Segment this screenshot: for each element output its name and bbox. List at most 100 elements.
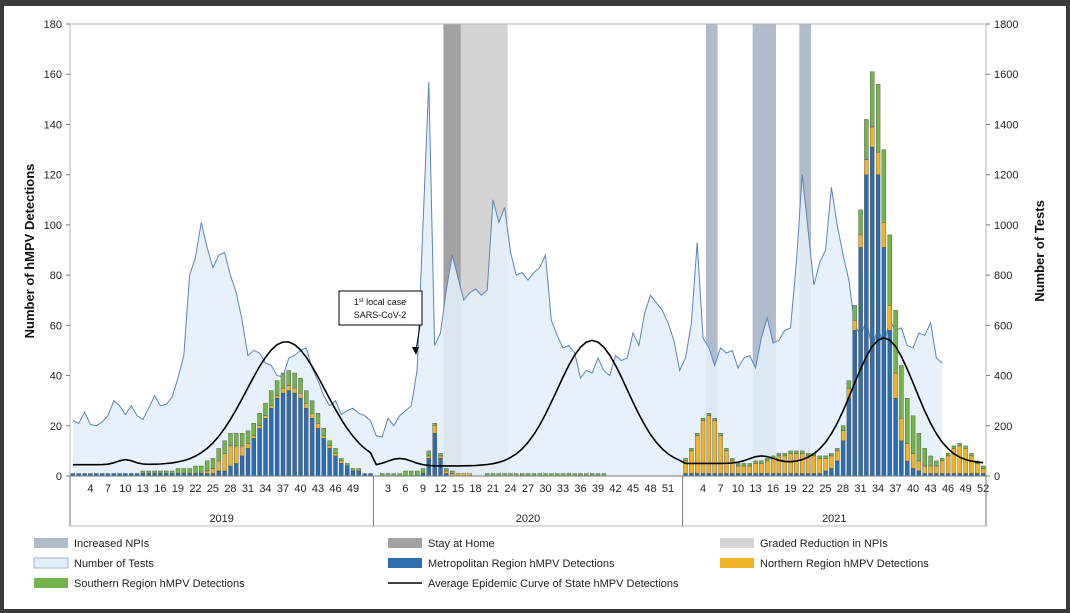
bar-south-116 (747, 463, 752, 467)
bar-south-131 (835, 448, 840, 452)
bar-south-38 (292, 372, 297, 389)
bar-south-65 (450, 470, 455, 474)
x-tick-2021-13: 43 (924, 483, 936, 495)
bar-metro-137 (870, 146, 875, 477)
bar-north-63 (438, 455, 443, 459)
bar-south-60 (420, 468, 426, 474)
bar-north-33 (263, 415, 268, 419)
bar-metro-144 (910, 468, 916, 477)
bar-north-34 (269, 405, 274, 409)
x-tick-2019-13: 43 (312, 483, 324, 495)
year-label-2021: 2021 (822, 513, 846, 525)
bar-metro-37 (286, 390, 291, 477)
bar-north-146 (922, 465, 927, 474)
bar-metro-44 (327, 448, 332, 477)
x-tick-2019-8: 28 (224, 483, 236, 495)
bar-metro-49 (356, 470, 361, 477)
x-tick-2021-1: 7 (717, 483, 723, 495)
bar-south-39 (298, 377, 303, 394)
bar-north-111 (718, 435, 723, 474)
bar-north-108 (700, 420, 706, 474)
bar-south-19 (181, 468, 186, 474)
bar-south-49 (356, 468, 361, 472)
bar-south-24 (210, 458, 216, 469)
callout-arrow-line (415, 324, 421, 352)
bar-north-42 (315, 423, 321, 429)
bar-south-27 (228, 433, 233, 447)
bar-south-109 (706, 413, 712, 416)
bar-south-140 (887, 234, 892, 306)
bar-south-107 (695, 433, 700, 436)
bar-metro-30 (245, 448, 251, 477)
bar-north-25 (216, 460, 221, 472)
bar-north-142 (899, 418, 904, 441)
bar-south-29 (239, 433, 245, 447)
x-tick-2020-5: 18 (469, 483, 481, 495)
bar-south-108 (700, 418, 706, 421)
x-tick-2020-2: 9 (420, 483, 426, 495)
bar-south-143 (905, 398, 910, 444)
average-curve-legend-label: Average Epidemic Curve of State hMPV Det… (428, 578, 679, 590)
bar-north-30 (245, 443, 251, 449)
callout-line-1: 1st local case (354, 297, 406, 307)
bar-south-149 (940, 458, 945, 462)
bar-north-106 (689, 450, 694, 474)
hmpv-chart: 0204060801001201401601800200400600800100… (22, 19, 1047, 590)
bar-south-46 (339, 458, 344, 462)
bar-north-144 (910, 453, 916, 469)
bar-south-62 (432, 423, 437, 426)
bar-metro-38 (292, 392, 297, 477)
number-of-tests-legend-swatch (33, 557, 69, 569)
bar-south-28 (234, 433, 239, 447)
bar-metro-28 (234, 463, 239, 477)
bar-north-138 (875, 151, 881, 175)
y-left-tick-1: 20 (50, 421, 62, 433)
y-left-tick-0: 0 (56, 471, 62, 483)
bar-south-40 (304, 390, 309, 404)
bar-south-152 (957, 443, 962, 447)
bar-north-115 (741, 465, 747, 474)
npi-increased-2 (705, 24, 718, 476)
x-tick-2019-11: 37 (277, 483, 289, 495)
y-right-tick-9: 1800 (994, 19, 1018, 31)
y-left-tick-8: 160 (44, 69, 62, 81)
stay-at-home-legend-swatch (388, 538, 422, 548)
bar-north-143 (905, 443, 910, 462)
bar-north-118 (759, 463, 764, 474)
bar-south-134 (852, 305, 857, 321)
bar-south-154 (969, 453, 974, 457)
y-left-tick-6: 120 (44, 170, 62, 182)
bar-south-122 (782, 453, 787, 457)
epidemic-curve-line (72, 337, 984, 467)
bar-south-112 (724, 448, 729, 452)
x-tick-2020-11: 36 (574, 483, 586, 495)
bar-south-59 (415, 470, 420, 477)
bar-north-114 (735, 465, 741, 474)
bar-south-23 (204, 460, 210, 472)
x-tick-2020-7: 24 (504, 483, 516, 495)
bar-metro-62 (432, 433, 437, 477)
bar-metro-31 (251, 438, 256, 477)
bar-metro-43 (321, 438, 326, 477)
bar-south-37 (286, 370, 291, 386)
southern-legend-swatch (34, 578, 68, 588)
bar-metro-131 (835, 460, 840, 477)
bar-north-110 (712, 420, 717, 474)
bar-north-124 (794, 453, 799, 474)
bar-south-114 (735, 463, 741, 467)
bar-south-35 (274, 380, 280, 396)
x-tick-2021-14: 46 (942, 483, 954, 495)
y-right-tick-7: 1400 (994, 119, 1018, 131)
y-left-tick-7: 140 (44, 119, 62, 131)
bar-south-21 (193, 465, 198, 474)
bar-south-14 (152, 470, 157, 474)
x-tick-2021-2: 10 (732, 483, 744, 495)
bar-metro-132 (840, 440, 846, 477)
x-tick-2019-6: 22 (189, 483, 201, 495)
bar-metro-136 (864, 174, 869, 477)
bar-south-15 (158, 470, 163, 474)
x-tick-2020-12: 39 (592, 483, 604, 495)
bar-south-45 (333, 448, 338, 454)
x-tick-2021-3: 13 (749, 483, 761, 495)
bar-south-118 (759, 460, 764, 464)
